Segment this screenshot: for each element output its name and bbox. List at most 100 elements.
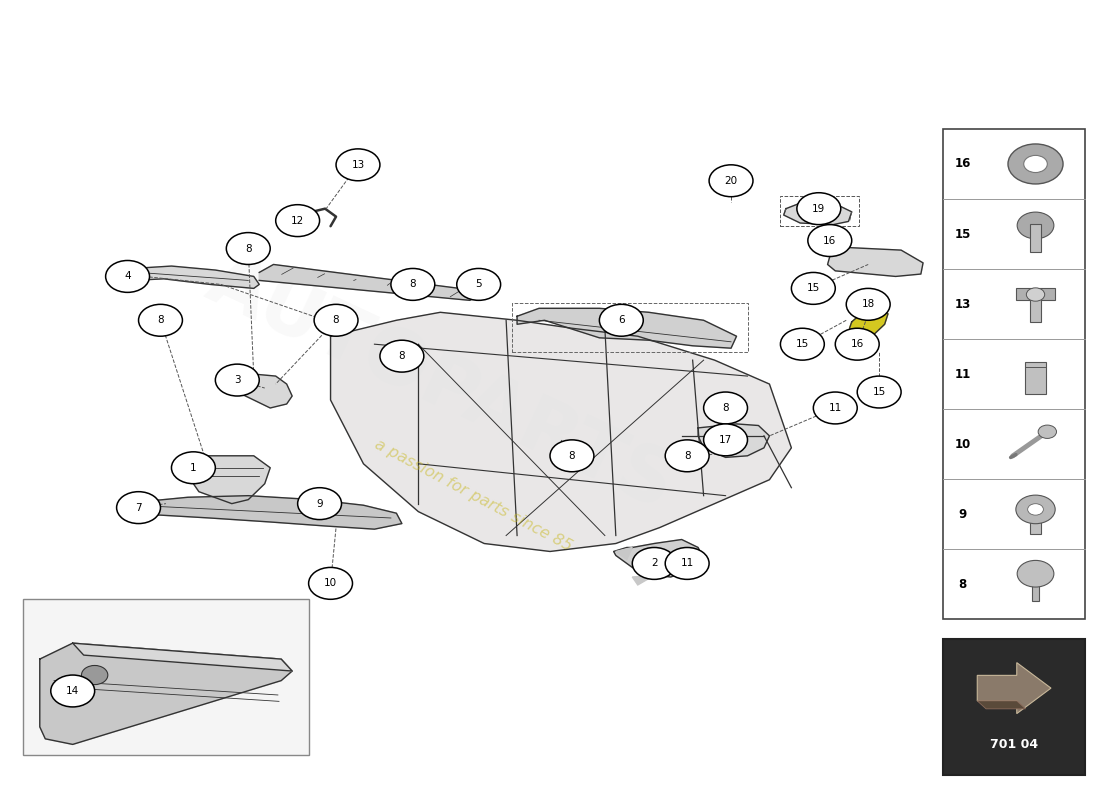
Circle shape [813, 392, 857, 424]
Polygon shape [260, 265, 484, 300]
Text: 15: 15 [955, 227, 970, 241]
Text: 15: 15 [806, 283, 820, 294]
Text: 17: 17 [719, 435, 733, 445]
Text: 2: 2 [651, 558, 658, 569]
Circle shape [139, 304, 183, 336]
Circle shape [1018, 212, 1054, 238]
Polygon shape [977, 662, 1050, 714]
Text: 9: 9 [317, 498, 323, 509]
Text: 13: 13 [351, 160, 364, 170]
Circle shape [1024, 155, 1047, 173]
Bar [1032, 574, 1038, 601]
Circle shape [106, 261, 150, 292]
Text: 7: 7 [135, 502, 142, 513]
Circle shape [704, 392, 748, 424]
Text: 16: 16 [850, 339, 864, 349]
Circle shape [807, 225, 851, 257]
Circle shape [117, 492, 161, 523]
Polygon shape [977, 701, 1025, 709]
Circle shape [710, 165, 754, 197]
Text: 10: 10 [324, 578, 337, 588]
Circle shape [550, 440, 594, 472]
Circle shape [1016, 495, 1055, 524]
Bar [1031, 225, 1041, 252]
Text: 13: 13 [955, 298, 970, 310]
Text: 8: 8 [245, 243, 252, 254]
Text: 5: 5 [475, 279, 482, 290]
Text: 3: 3 [234, 375, 241, 385]
Text: 1: 1 [190, 462, 197, 473]
Circle shape [379, 340, 424, 372]
Polygon shape [73, 643, 293, 671]
Circle shape [857, 376, 901, 408]
Polygon shape [128, 266, 260, 288]
Text: 12: 12 [292, 216, 305, 226]
Circle shape [216, 364, 260, 396]
Bar [1016, 288, 1055, 300]
Circle shape [791, 273, 835, 304]
Polygon shape [632, 575, 654, 585]
Text: 8: 8 [409, 279, 416, 290]
Text: 8: 8 [569, 451, 575, 461]
Text: 8: 8 [684, 451, 691, 461]
Circle shape [600, 304, 643, 336]
Text: 20: 20 [725, 176, 738, 186]
Text: 14: 14 [66, 686, 79, 696]
Polygon shape [517, 308, 737, 348]
Circle shape [81, 666, 108, 685]
Text: 15: 15 [872, 387, 886, 397]
Circle shape [846, 288, 890, 320]
Bar [943, 639, 1086, 774]
Circle shape [172, 452, 216, 484]
Bar [780, 196, 859, 226]
Text: 15: 15 [795, 339, 808, 349]
Text: 18: 18 [861, 299, 875, 310]
Circle shape [227, 233, 271, 265]
Circle shape [336, 149, 380, 181]
Circle shape [632, 547, 676, 579]
Text: 16: 16 [823, 235, 836, 246]
Polygon shape [688, 559, 710, 575]
Text: 11: 11 [828, 403, 842, 413]
Polygon shape [849, 306, 888, 336]
Bar [23, 599, 309, 754]
Circle shape [666, 440, 710, 472]
Circle shape [780, 328, 824, 360]
Circle shape [796, 193, 840, 225]
Circle shape [666, 547, 710, 579]
Bar [943, 129, 1086, 619]
Bar [1030, 509, 1042, 534]
Circle shape [276, 205, 320, 237]
Polygon shape [183, 456, 271, 504]
Text: 11: 11 [681, 558, 694, 569]
Circle shape [456, 269, 501, 300]
Text: 11: 11 [955, 367, 970, 381]
Polygon shape [698, 424, 769, 458]
Text: 8: 8 [958, 578, 967, 590]
Polygon shape [614, 539, 704, 577]
Text: 8: 8 [723, 403, 729, 413]
Polygon shape [827, 247, 923, 277]
Text: 8: 8 [157, 315, 164, 326]
Text: a passion for parts since 85: a passion for parts since 85 [372, 437, 574, 554]
Text: 6: 6 [618, 315, 625, 326]
Polygon shape [783, 202, 851, 225]
Bar [1025, 362, 1046, 394]
Bar [1031, 299, 1041, 322]
Polygon shape [122, 500, 150, 519]
Circle shape [704, 424, 748, 456]
Circle shape [1027, 504, 1044, 515]
Text: 9: 9 [958, 508, 967, 521]
Circle shape [1038, 425, 1056, 438]
Circle shape [1008, 144, 1063, 184]
Polygon shape [40, 643, 293, 744]
Text: 19: 19 [812, 204, 825, 214]
Text: 16: 16 [955, 158, 970, 170]
Bar [512, 302, 748, 352]
Circle shape [1018, 561, 1054, 587]
Text: 8: 8 [332, 315, 340, 326]
Polygon shape [232, 372, 293, 408]
Circle shape [1026, 288, 1045, 301]
Polygon shape [616, 547, 632, 559]
Circle shape [298, 488, 341, 519]
